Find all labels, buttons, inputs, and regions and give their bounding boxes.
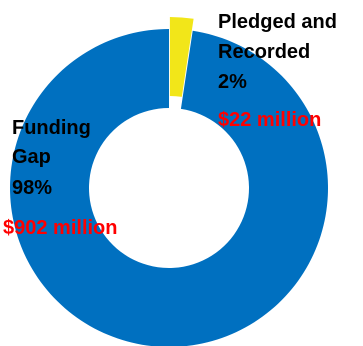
slice-label-funding-gap-line1: Funding xyxy=(12,117,91,139)
donut-slice-1 xyxy=(10,29,328,346)
slice-percent-funding-gap: 98% xyxy=(12,177,52,199)
donut-slice-0 xyxy=(169,17,194,97)
slice-percent-pledged: 2% xyxy=(218,71,247,93)
chart-slices xyxy=(10,17,328,346)
slice-label-pledged-line2: Recorded xyxy=(218,41,310,63)
slice-amount-pledged: $22 million xyxy=(218,109,321,131)
slice-label-pledged-line1: Pledged and xyxy=(218,11,337,33)
slice-amount-funding-gap: $902 million xyxy=(3,217,118,239)
slice-label-funding-gap-line2: Gap xyxy=(12,146,51,168)
